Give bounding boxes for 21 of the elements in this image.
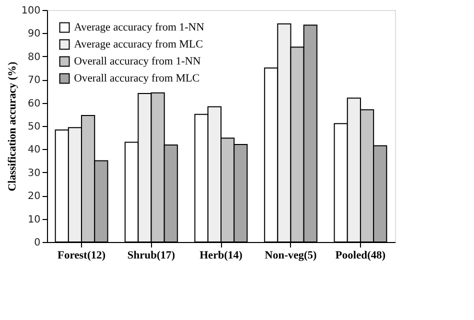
y-tick-label: 20 (28, 191, 40, 202)
y-axis-title: Classification accuracy (%) (6, 61, 18, 192)
x-tick-label: Non-veg(5) (264, 250, 318, 262)
legend-label: Average accuracy from 1-NN (74, 22, 204, 34)
y-tick-label: 50 (28, 122, 40, 132)
y-tick-label: 0 (34, 238, 40, 248)
legend-label: Average accuracy from MLC (74, 38, 203, 50)
y-tick-label: 10 (28, 214, 40, 226)
legend-label: Overall accuracy from 1-NN (74, 56, 201, 68)
y-tick-label: 100 (21, 6, 40, 16)
y-tick-label: 70 (28, 75, 40, 86)
x-tick-label: Pooled(48) (335, 250, 386, 262)
y-tick-label: 80 (28, 52, 40, 63)
y-tick-label: 30 (28, 168, 40, 179)
x-tick-label: Herb(14) (200, 250, 243, 262)
y-tick-label: 40 (28, 144, 40, 156)
x-tick-label: Forest(12) (57, 250, 106, 262)
y-tick-label: 60 (28, 98, 40, 110)
y-tick-label: 90 (28, 28, 40, 40)
legend-label: Overall accuracy from MLC (74, 72, 200, 84)
x-tick-label: Shrub(17) (127, 250, 176, 262)
